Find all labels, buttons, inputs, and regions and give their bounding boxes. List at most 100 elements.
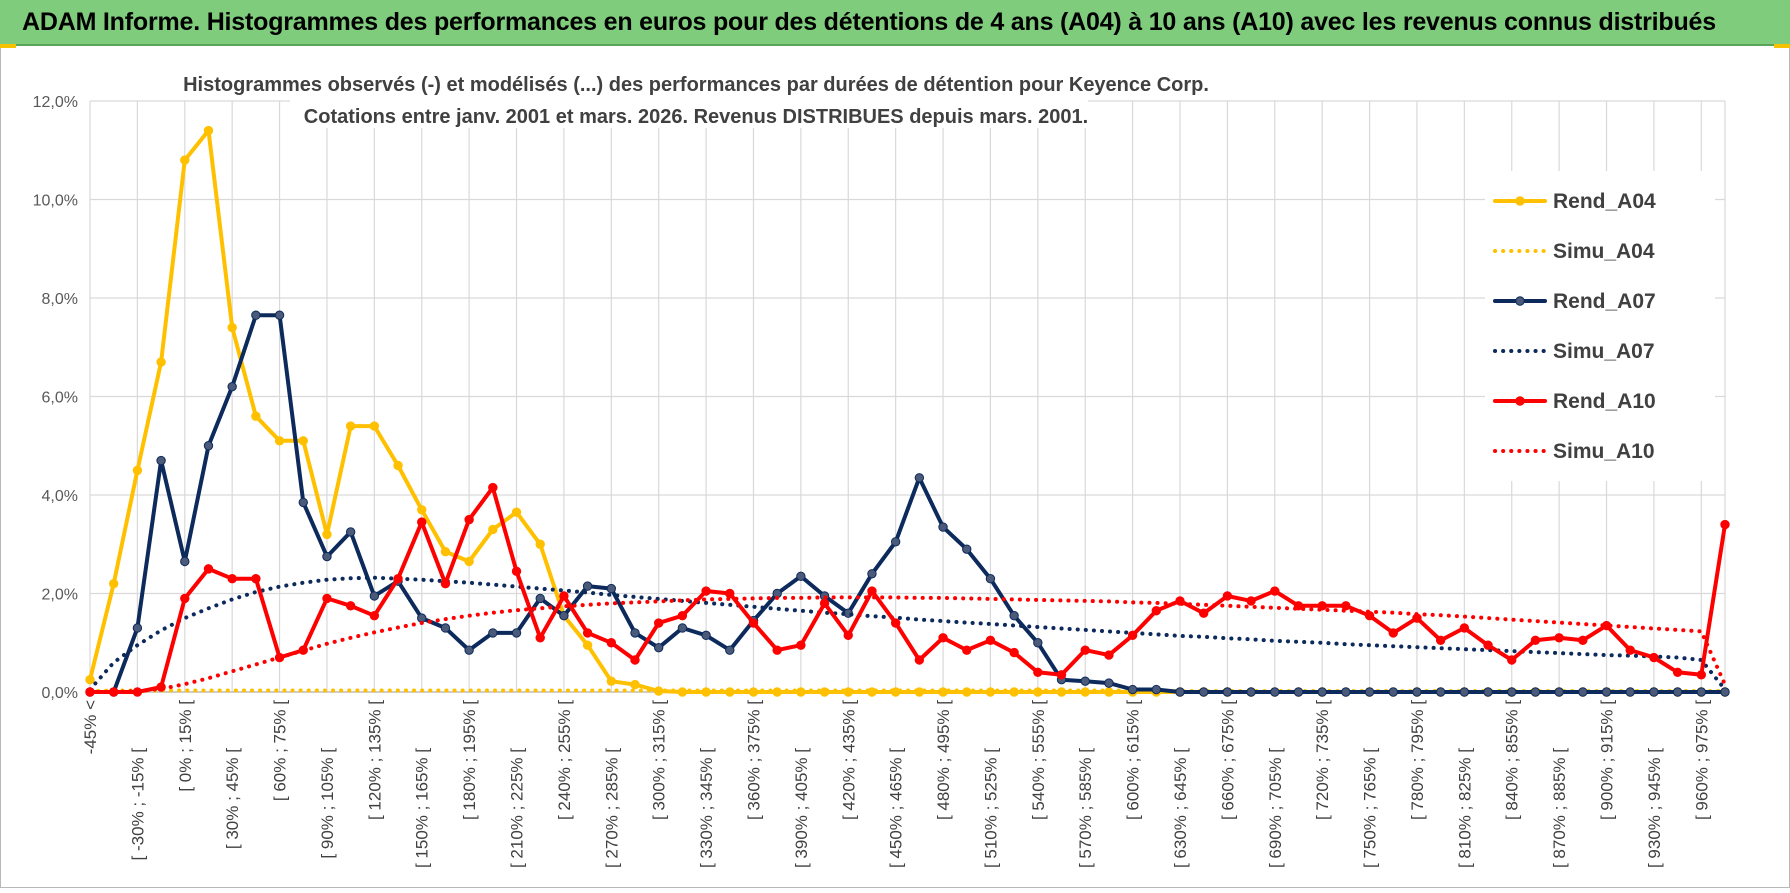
data-point-rend-a10 xyxy=(203,564,214,574)
data-point-rend-a10 xyxy=(322,593,332,604)
data-point-rend-a07 xyxy=(1175,687,1185,697)
data-point-rend-a07 xyxy=(203,441,214,451)
data-point-rend-a04 xyxy=(322,529,332,540)
data-point-rend-a04 xyxy=(227,322,237,333)
chart-title: Histogrammes observés (-) et modélisés (… xyxy=(183,74,1209,96)
x-tick-label: [ 240% ; 255% [ xyxy=(555,700,574,820)
data-point-rend-a10 xyxy=(1649,652,1659,663)
data-point-rend-a07 xyxy=(1080,676,1090,686)
data-point-rend-a07 xyxy=(1696,687,1707,697)
data-point-rend-a07 xyxy=(1104,678,1114,688)
data-point-rend-a04 xyxy=(108,578,119,589)
data-point-rend-a10 xyxy=(345,601,356,611)
x-tick-label: [ 0% ; 15% [ xyxy=(176,700,195,792)
legend[interactable]: Rend_A04 Simu_A04 Rend_A07 Simu_A07 Rend_A10… xyxy=(1485,171,1715,481)
data-point-rend-a07 xyxy=(1364,687,1375,697)
x-tick-label: [ 570% ; 585% [ xyxy=(1076,748,1095,868)
data-point-rend-a10 xyxy=(488,482,498,493)
data-point-rend-a04 xyxy=(393,460,403,471)
data-point-rend-a07 xyxy=(227,381,237,392)
x-tick-label: [ 750% ; 765% [ xyxy=(1361,748,1380,868)
data-point-rend-a10 xyxy=(1625,645,1635,655)
performance-histogram-chart: 0,0% 2,0% 4,0% 6,0% 8,0% 10,0% 12,0% -45% < [ -… xyxy=(33,66,1730,868)
x-tick-label: [ 120% ; 135% [ xyxy=(365,700,384,820)
data-point-rend-a10 xyxy=(653,618,664,628)
data-point-rend-a10 xyxy=(843,630,853,641)
x-tick-label: [ 660% ; 675% [ xyxy=(1218,700,1237,820)
data-point-rend-a04 xyxy=(606,676,617,686)
data-point-rend-a10 xyxy=(582,628,593,638)
data-point-rend-a07 xyxy=(1672,687,1683,697)
legend-label: Rend_A10 xyxy=(1553,390,1656,413)
data-point-rend-a10 xyxy=(1435,635,1446,645)
x-tick-label: [ 60% ; 75% [ xyxy=(271,700,290,801)
y-tick-label: 8,0% xyxy=(42,291,78,308)
data-point-rend-a04 xyxy=(85,674,95,685)
data-point-rend-a10 xyxy=(748,618,759,628)
legend-label: Rend_A04 xyxy=(1553,190,1656,213)
data-point-rend-a04 xyxy=(582,640,593,650)
data-point-rend-a10 xyxy=(1246,596,1256,606)
data-point-rend-a07 xyxy=(1625,687,1635,697)
series-group xyxy=(85,125,1730,697)
data-point-rend-a10 xyxy=(1270,586,1280,596)
data-point-rend-a07 xyxy=(1578,687,1588,697)
legend-label: Simu_A10 xyxy=(1553,440,1655,463)
data-point-rend-a10 xyxy=(1104,650,1114,660)
data-point-rend-a07 xyxy=(1649,687,1659,697)
data-point-rend-a10 xyxy=(180,593,190,604)
x-tick-label: [ 180% ; 195% [ xyxy=(460,700,479,820)
data-point-rend-a04 xyxy=(369,421,380,431)
data-point-rend-a10 xyxy=(1080,645,1090,655)
data-point-rend-a10 xyxy=(701,586,711,596)
data-point-rend-a07 xyxy=(701,630,711,641)
data-point-rend-a10 xyxy=(1507,655,1517,665)
data-point-rend-a04 xyxy=(488,524,498,535)
data-point-rend-a07 xyxy=(796,571,806,581)
data-point-rend-a07 xyxy=(1151,684,1162,695)
data-point-rend-a10 xyxy=(725,588,735,599)
x-tick-label: [ 420% ; 435% [ xyxy=(839,700,858,820)
chart-subtitle: Cotations entre janv. 2001 et mars. 2026… xyxy=(304,106,1088,128)
data-point-rend-a10 xyxy=(606,638,617,648)
data-point-rend-a07 xyxy=(1033,638,1043,648)
data-point-rend-a10 xyxy=(890,618,901,628)
data-point-rend-a04 xyxy=(345,421,356,431)
y-axis: 0,0% 2,0% 4,0% 6,0% 8,0% 10,0% 12,0% xyxy=(33,94,78,702)
data-point-rend-a10 xyxy=(985,635,996,645)
data-point-rend-a10 xyxy=(440,578,451,589)
y-tick-label: 4,0% xyxy=(42,488,78,505)
legend-label: Simu_A07 xyxy=(1553,340,1655,363)
data-point-rend-a07 xyxy=(345,527,356,537)
data-point-rend-a07 xyxy=(180,556,190,567)
data-point-rend-a10 xyxy=(1696,670,1707,680)
data-point-rend-a10 xyxy=(251,574,261,584)
data-point-rend-a10 xyxy=(1056,670,1067,680)
data-point-rend-a10 xyxy=(1033,667,1043,677)
data-point-rend-a10 xyxy=(1530,635,1541,645)
data-point-rend-a07 xyxy=(1412,687,1422,697)
data-point-rend-a07 xyxy=(464,645,474,655)
data-point-rend-a07 xyxy=(511,628,522,638)
x-axis: -45% < [ -30% ; -15% [[ 0% ; 15% [[ 30% ;… xyxy=(81,691,1725,868)
data-point-rend-a07 xyxy=(630,628,640,638)
chart-titles: Histogrammes observés (-) et modélisés (… xyxy=(172,66,1220,128)
data-point-rend-a10 xyxy=(772,645,782,655)
data-point-rend-a10 xyxy=(227,574,237,584)
data-point-rend-a07 xyxy=(1198,687,1209,697)
data-point-rend-a04 xyxy=(417,505,427,515)
data-point-rend-a07 xyxy=(1507,687,1517,697)
data-point-rend-a07 xyxy=(938,522,948,532)
data-point-rend-a07 xyxy=(582,581,593,591)
data-point-rend-a10 xyxy=(1578,635,1588,645)
data-point-rend-a07 xyxy=(156,455,166,466)
data-point-rend-a07 xyxy=(298,497,308,508)
data-point-rend-a07 xyxy=(1483,687,1493,697)
x-tick-label: [ 870% ; 885% [ xyxy=(1550,748,1569,868)
chart-subtitle-background xyxy=(290,98,1088,128)
data-point-rend-a04 xyxy=(535,539,545,549)
data-point-rend-a07 xyxy=(559,610,569,621)
data-point-rend-a04 xyxy=(440,546,451,557)
data-point-rend-a04 xyxy=(203,125,214,136)
data-point-rend-a07 xyxy=(1222,687,1233,697)
